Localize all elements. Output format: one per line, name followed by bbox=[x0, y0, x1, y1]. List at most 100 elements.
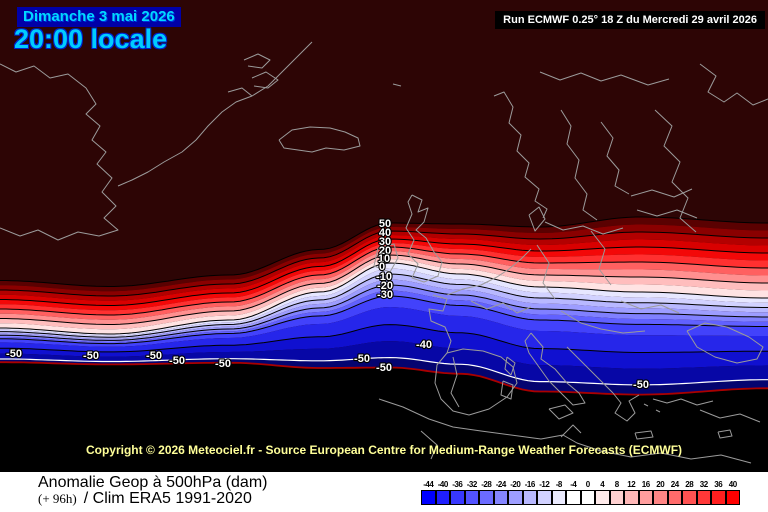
colorbar-swatch bbox=[508, 490, 523, 505]
coastline bbox=[600, 121, 630, 195]
anomaly-band bbox=[0, 235, 768, 306]
colorbar-swatch bbox=[435, 490, 450, 505]
colorbar-tick-label: 32 bbox=[699, 480, 708, 489]
coastline bbox=[560, 424, 582, 438]
coastline bbox=[620, 300, 680, 314]
colorbar-cell: -4 bbox=[566, 479, 581, 505]
colorbar-swatch bbox=[711, 490, 726, 505]
contour-label: -50 bbox=[146, 350, 162, 362]
contour-label: 20 bbox=[379, 245, 391, 257]
coastline bbox=[699, 63, 768, 106]
coastline bbox=[539, 71, 670, 86]
contour-line bbox=[0, 284, 768, 341]
contour-line bbox=[0, 262, 768, 335]
anomaly-band bbox=[0, 251, 768, 325]
anomaly-band bbox=[0, 296, 768, 347]
colorbar-tick-label: -40 bbox=[437, 480, 449, 489]
colorbar-cell: -24 bbox=[493, 479, 508, 505]
contour-label: -10 bbox=[376, 271, 392, 283]
anomaly-band bbox=[0, 247, 768, 320]
colorbar-tick-label: -32 bbox=[466, 480, 478, 489]
coastline bbox=[560, 310, 646, 334]
colorbar-cell: 8 bbox=[609, 479, 624, 505]
coastline bbox=[251, 71, 279, 89]
colorbar-tick-label: 36 bbox=[714, 480, 723, 489]
colorbar-cell: -8 bbox=[551, 479, 566, 505]
colorbar-cell: -20 bbox=[508, 479, 523, 505]
colorbar-swatch bbox=[653, 490, 668, 505]
copyright-label: Copyright © 2026 Meteociel.fr - Source E… bbox=[85, 443, 683, 457]
colorbar-swatch bbox=[537, 490, 552, 505]
colorbar-cell: 4 bbox=[595, 479, 610, 505]
model-run-label: Run ECMWF 0.25° 18 Z du Mercredi 29 avri… bbox=[495, 11, 765, 29]
colorbar-cell: 12 bbox=[624, 479, 639, 505]
contour-label: -50 bbox=[169, 355, 185, 367]
coastline bbox=[699, 409, 761, 423]
colorbar-cell: -32 bbox=[464, 479, 479, 505]
colorbar-cell: -44 bbox=[421, 479, 436, 505]
colorbar-cell: 0 bbox=[580, 479, 595, 505]
colorbar-swatch bbox=[421, 490, 436, 505]
contour-line bbox=[0, 246, 768, 316]
contour-line bbox=[0, 254, 768, 325]
coastline bbox=[634, 430, 654, 440]
contour-line bbox=[0, 273, 768, 338]
colorbar-tick-label: 12 bbox=[627, 480, 636, 489]
colorbar-tick-label: -24 bbox=[495, 480, 507, 489]
coastline bbox=[446, 248, 532, 296]
anomaly-band bbox=[0, 231, 768, 301]
colorbar-tick-label: 8 bbox=[614, 480, 619, 489]
colorbar-swatch bbox=[551, 490, 566, 505]
colorbar-tick-label: 4 bbox=[600, 480, 605, 489]
colorbar-tick-label: 20 bbox=[656, 480, 665, 489]
colorbar-cell: 32 bbox=[696, 479, 711, 505]
colorbar-tick-label: 24 bbox=[670, 480, 679, 489]
coastline bbox=[450, 356, 460, 408]
anomaly-band bbox=[0, 274, 768, 339]
contour-label: -30 bbox=[377, 289, 393, 301]
coastline bbox=[428, 294, 452, 354]
black-edge-line bbox=[0, 361, 768, 396]
contour-label: -50 bbox=[6, 348, 22, 360]
coastline bbox=[524, 332, 586, 406]
coastline bbox=[504, 356, 516, 376]
anomaly-band bbox=[0, 243, 768, 315]
coastline bbox=[243, 53, 271, 69]
colorbar-swatch bbox=[696, 490, 711, 505]
colorbar-swatch bbox=[522, 490, 537, 505]
legend-subtitle: (+ 96h) / Clim ERA5 1991-2020 bbox=[38, 490, 252, 508]
colorbar-swatch bbox=[479, 490, 494, 505]
coastline bbox=[686, 322, 764, 364]
contour-label: 40 bbox=[379, 227, 391, 239]
colorbar-swatch bbox=[580, 490, 595, 505]
contour-label: -50 bbox=[215, 358, 231, 370]
colorbar-cell: 24 bbox=[667, 479, 682, 505]
lead-time-label: (+ 96h) bbox=[38, 491, 77, 506]
contour-label: -50 bbox=[83, 350, 99, 362]
contour-label: -40 bbox=[416, 339, 432, 351]
anomaly-band bbox=[0, 279, 768, 341]
colorbar-swatch bbox=[725, 490, 740, 505]
coastline bbox=[278, 126, 361, 153]
colorbar-cell: 40 bbox=[725, 479, 740, 505]
anomaly-band bbox=[0, 0, 768, 287]
colorbar-swatch bbox=[566, 490, 581, 505]
colorbar-swatch bbox=[682, 490, 697, 505]
coastline bbox=[493, 91, 548, 219]
coastline bbox=[655, 409, 661, 413]
colorbar-tick-label: -36 bbox=[452, 480, 463, 489]
contour-label: -50 bbox=[633, 379, 649, 391]
colorbar-tick-label: -16 bbox=[524, 480, 536, 489]
coastline bbox=[227, 87, 253, 97]
coastline bbox=[643, 403, 649, 407]
coastline bbox=[405, 194, 443, 283]
anomaly-band bbox=[0, 362, 768, 472]
colorbar-swatch bbox=[667, 490, 682, 505]
colorbar-swatch bbox=[450, 490, 465, 505]
colorbar-tick-label: 0 bbox=[585, 480, 590, 489]
coastline bbox=[117, 41, 313, 187]
anomaly-band bbox=[0, 324, 768, 369]
contour-label: -20 bbox=[377, 280, 393, 292]
